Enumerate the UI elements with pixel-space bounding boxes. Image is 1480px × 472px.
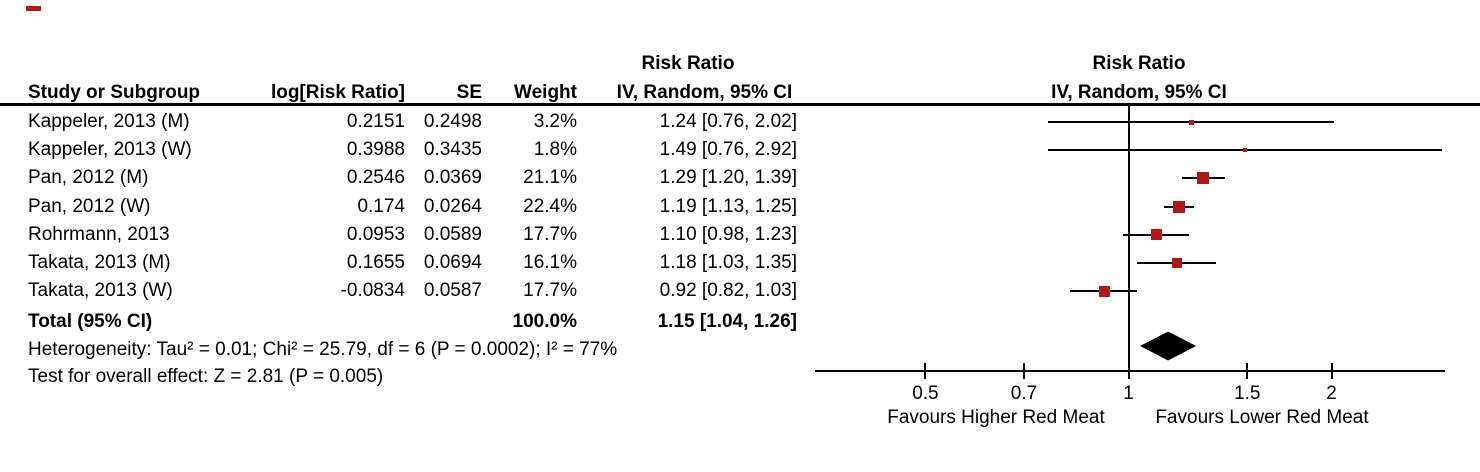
rr-ci-value: 1.19 [1.13, 1.25] xyxy=(659,195,797,217)
x-axis-tick-label: 2 xyxy=(1326,383,1337,404)
log-rr-value: 0.0953 xyxy=(346,223,405,245)
se-value: 0.0589 xyxy=(423,223,482,245)
favours-right-label: Favours Lower Red Meat xyxy=(1155,407,1369,428)
weight-value: 17.7% xyxy=(523,280,577,302)
se-value: 0.0694 xyxy=(423,251,482,273)
weight-value: 22.4% xyxy=(523,195,577,217)
x-axis-tick xyxy=(1330,363,1333,379)
x-axis-tick-label: 0.5 xyxy=(912,383,939,404)
log-rr-value: 0.1655 xyxy=(346,251,405,273)
log-rr-value: 0.174 xyxy=(357,195,405,217)
log-rr-value: 0.2151 xyxy=(346,111,405,132)
effect-square xyxy=(1197,172,1210,185)
weight-value: 3.2% xyxy=(533,111,577,132)
se-value: 0.0369 xyxy=(423,167,482,189)
study-label: Takata, 2013 (W) xyxy=(28,280,173,302)
log-rr-value: -0.0834 xyxy=(340,280,405,302)
weight-value: 17.7% xyxy=(523,223,577,245)
weight-value: 21.1% xyxy=(523,167,577,189)
x-axis-tick-label: 0.7 xyxy=(1010,383,1038,404)
column-header-study: Study or Subgroup xyxy=(28,82,201,103)
header-underline xyxy=(0,103,1480,106)
column-header-log-risk-ratio: log[Risk Ratio] xyxy=(270,82,405,103)
x-axis-tick xyxy=(1022,363,1025,379)
x-axis-tick-label: 1.5 xyxy=(1234,383,1261,404)
study-label: Pan, 2012 (W) xyxy=(28,195,151,217)
effect-square xyxy=(1189,119,1195,125)
plot-header-iv-random-ci: IV, Random, 95% CI xyxy=(1051,82,1227,103)
null-effect-line xyxy=(1127,105,1130,372)
weight-value: 1.8% xyxy=(533,139,577,161)
total-row-rr-ci: 1.15 [1.04, 1.26] xyxy=(657,311,797,332)
se-value: 0.0587 xyxy=(423,280,482,302)
se-value: 0.3435 xyxy=(423,139,482,161)
study-label: Kappeler, 2013 (W) xyxy=(28,139,192,161)
effect-square xyxy=(1150,229,1162,241)
study-label: Kappeler, 2013 (M) xyxy=(28,111,190,132)
x-axis-tick xyxy=(1127,363,1130,379)
study-label: Pan, 2012 (M) xyxy=(28,167,149,189)
rr-ci-value: 1.18 [1.03, 1.35] xyxy=(659,251,797,273)
x-axis-tick xyxy=(1246,363,1249,379)
column-header-iv-random-ci: IV, Random, 95% CI xyxy=(616,82,793,103)
total-row-label: Total (95% CI) xyxy=(28,311,153,332)
rr-ci-value: 1.10 [0.98, 1.23] xyxy=(659,223,797,245)
column-header-se: SE xyxy=(456,82,482,103)
column-header-weight: Weight xyxy=(514,82,577,103)
log-rr-value: 0.2546 xyxy=(346,167,405,189)
plot-header-risk-ratio: Risk Ratio xyxy=(1092,53,1186,74)
study-label: Takata, 2013 (M) xyxy=(28,251,171,273)
effect-square xyxy=(1098,285,1110,297)
rr-ci-value: 1.29 [1.20, 1.39] xyxy=(659,167,797,189)
effect-square xyxy=(1243,148,1248,153)
effect-square xyxy=(1171,257,1182,268)
red-artifact-mark xyxy=(26,6,41,11)
se-value: 0.0264 xyxy=(423,195,482,217)
favours-left-label: Favours Higher Red Meat xyxy=(887,407,1105,428)
pooled-effect-diamond xyxy=(1139,331,1197,361)
weight-value: 16.1% xyxy=(523,251,577,273)
rr-ci-value: 1.24 [0.76, 2.02] xyxy=(659,111,797,132)
rr-ci-value: 1.49 [0.76, 2.92] xyxy=(659,139,797,161)
se-value: 0.2498 xyxy=(423,111,482,132)
x-axis-line xyxy=(815,370,1445,372)
study-label: Rohrmann, 2013 xyxy=(28,223,170,245)
log-rr-value: 0.3988 xyxy=(346,139,405,161)
x-axis-tick xyxy=(924,363,927,379)
overall-effect-test: Test for overall effect: Z = 2.81 (P = 0… xyxy=(28,366,384,387)
total-row-weight: 100.0% xyxy=(512,311,577,332)
effect-square xyxy=(1173,200,1186,213)
column-header-risk-ratio: Risk Ratio xyxy=(641,53,735,74)
heterogeneity-stats: Heterogeneity: Tau² = 0.01; Chi² = 25.79… xyxy=(28,339,618,360)
x-axis-tick-label: 1 xyxy=(1123,383,1134,404)
rr-ci-value: 0.92 [0.82, 1.03] xyxy=(659,280,797,302)
